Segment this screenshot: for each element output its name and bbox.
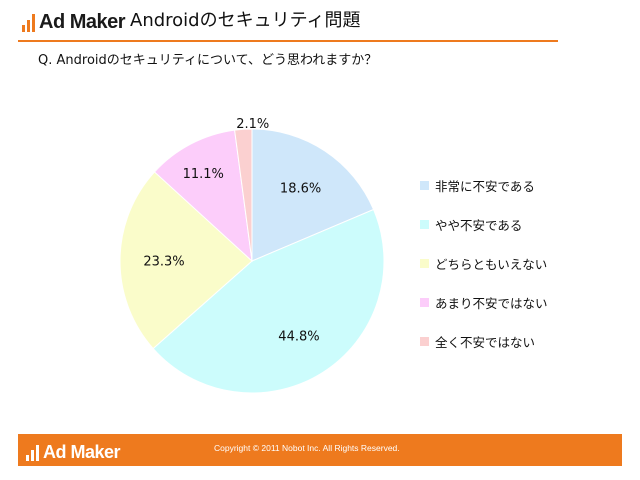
pie-slice — [251, 128, 375, 262]
logo-bar — [22, 25, 25, 32]
chart-legend: 非常に不安である やや不安であるどちらともいえない あまり不安ではない 全く不安ではな… — [420, 176, 548, 371]
legend-swatch — [420, 220, 429, 229]
legend-swatch — [420, 337, 429, 346]
legend-label: 全く不安ではない — [435, 335, 536, 350]
legend-label: どちらともいえない — [435, 257, 548, 272]
pie-slices — [119, 128, 385, 394]
legend-swatch — [420, 259, 429, 268]
footer-bar: Ad Maker Copyright © 2011 Nobot Inc. All… — [18, 434, 622, 466]
legend-item: どちらともいえない — [420, 254, 548, 273]
logo-bar — [36, 445, 39, 461]
logo-bar — [31, 450, 34, 461]
survey-question: Q. Androidのセキュリティについて、どう思われますか？ — [38, 53, 378, 68]
footer-logo-bars-icon — [26, 445, 39, 461]
legend-swatch — [420, 298, 429, 307]
logo-text: Ad Maker — [39, 11, 126, 33]
legend-swatch — [420, 181, 429, 190]
pie-slice — [153, 129, 253, 263]
legend-item: 非常に不安である — [420, 176, 548, 195]
page-title: Androidのセキュリティ問題 — [130, 10, 361, 31]
legend-label: 非常に不安である — [435, 179, 535, 194]
legend-label: あまり不安ではない — [435, 296, 548, 311]
logo-bar — [32, 14, 35, 32]
legend-item: やや不安である — [420, 215, 548, 234]
pie-slice — [152, 208, 385, 394]
legend-item: あまり不安ではない — [420, 293, 548, 312]
pie-data-label: 23.3% — [143, 254, 184, 269]
pie-data-label: 11.1% — [183, 167, 224, 182]
footer-logo: Ad Maker — [26, 441, 121, 462]
ad-maker-logo: Ad Maker — [22, 10, 126, 33]
legend-label: やや不安である — [435, 218, 523, 233]
footer-logo-text: Ad Maker — [43, 442, 121, 462]
legend-item: 全く不安ではない — [420, 332, 548, 351]
logo-bar — [27, 20, 30, 32]
pie-slice — [119, 171, 253, 350]
copyright-text: Copyright © 2011 Nobot Inc. All Rights R… — [214, 443, 400, 453]
pie-data-label: 44.8% — [278, 329, 319, 344]
header-divider — [18, 40, 558, 42]
pie-slice — [234, 128, 253, 262]
pie-data-labels: 18.6% 44.8% 23.3% 11.1% 2.1% — [143, 117, 321, 344]
header: Ad Maker Androidのセキュリティ問題 — [0, 0, 640, 44]
logo-bar — [26, 455, 29, 461]
pie-data-label: 18.6% — [280, 182, 321, 197]
logo-bars-icon — [22, 14, 35, 32]
pie-data-label: 2.1% — [236, 117, 269, 132]
